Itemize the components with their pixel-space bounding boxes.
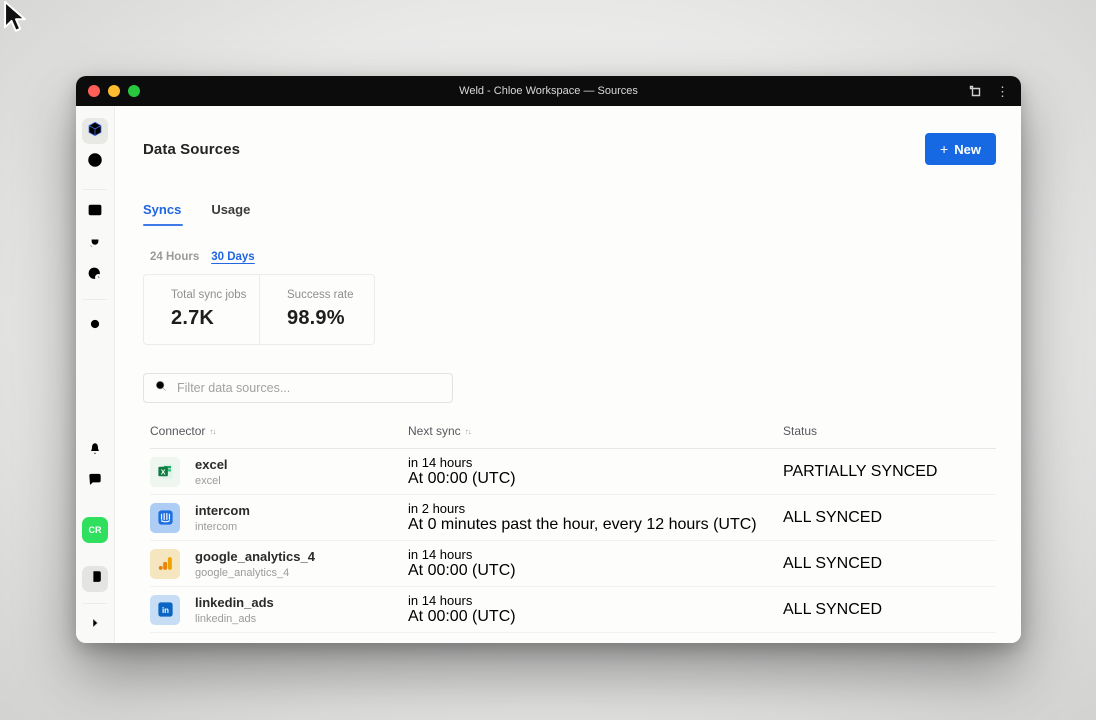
globe-clock-icon xyxy=(86,265,104,288)
google-analytics-icon xyxy=(150,548,180,579)
chat-bubble-icon xyxy=(87,471,104,493)
next-sync-time: in 14 hours xyxy=(408,455,473,470)
next-sync-time: in 2 hours xyxy=(408,501,466,516)
connector-id: google_analytics_4 xyxy=(195,566,290,579)
stat-label: Total sync jobs xyxy=(171,289,247,301)
sidebar-item-workspace-switcher[interactable] xyxy=(82,566,108,592)
close-window-button[interactable] xyxy=(88,85,100,97)
table-row-clipped xyxy=(150,633,996,643)
sidebar-divider xyxy=(83,299,107,300)
mouse-cursor xyxy=(0,0,1096,41)
chevron-right-icon xyxy=(88,616,102,635)
tab-overview-icon[interactable] xyxy=(968,84,982,98)
connector-name: linkedin_ads xyxy=(195,594,274,610)
plus-icon: + xyxy=(940,140,949,157)
terminal-icon xyxy=(86,201,104,224)
sidebar-expand-button[interactable] xyxy=(88,616,102,635)
connector-name: google_analytics_4 xyxy=(195,548,315,564)
sync-stats-card: Total sync jobs 2.7K Success rate 98.9% xyxy=(143,274,375,345)
connector-icon xyxy=(150,633,180,643)
filter-bar xyxy=(143,373,453,403)
connector-name: excel xyxy=(195,456,228,472)
sidebar-item-support-chat[interactable] xyxy=(87,471,104,493)
linkedin-icon: in xyxy=(150,594,180,625)
stat-value: 98.9% xyxy=(287,307,345,329)
app-window: Weld - Chloe Workspace — Sources ⋮ xyxy=(76,76,1021,643)
sidebar-divider xyxy=(83,603,107,604)
minimize-window-button[interactable] xyxy=(108,85,120,97)
stat-success-rate: Success rate 98.9% xyxy=(259,275,374,344)
stat-total-sync-jobs: Total sync jobs 2.7K xyxy=(144,275,259,344)
svg-text:in: in xyxy=(161,606,168,615)
status-badge: PARTIALLY SYNCED xyxy=(783,462,938,480)
excel-icon: X xyxy=(150,456,180,487)
sidebar-item-editor[interactable] xyxy=(86,201,104,224)
table-row[interactable]: in linkedin_ads linkedin_ads in 14 hours… xyxy=(150,587,996,633)
cube-icon xyxy=(86,120,104,143)
sidebar-divider xyxy=(83,189,107,190)
sort-icon: ↑↓ xyxy=(464,426,472,436)
avatar[interactable]: CR xyxy=(82,517,108,543)
status-badge: ALL SYNCED xyxy=(783,600,882,618)
sidebar-item-settings[interactable] xyxy=(86,315,104,338)
sidebar-item-weld-tool[interactable] xyxy=(86,232,104,255)
table-row[interactable]: intercom intercom in 2 hours At 0 minute… xyxy=(150,495,996,541)
gear-icon xyxy=(86,315,104,338)
bell-icon xyxy=(87,439,104,461)
column-connector[interactable]: Connector ↑↓ xyxy=(150,424,216,438)
zoom-window-button[interactable] xyxy=(128,85,140,97)
next-sync-detail: At 00:00 (UTC) xyxy=(408,608,516,625)
next-sync-time: in 14 hours xyxy=(408,547,473,562)
period-toggle: 24 Hours 30 Days xyxy=(143,251,996,263)
stat-value: 2.7K xyxy=(171,307,215,329)
claw-icon xyxy=(86,232,104,255)
period-30-days[interactable]: 30 Days xyxy=(211,251,255,263)
table-row[interactable]: google_analytics_4 google_analytics_4 in… xyxy=(150,541,996,587)
status-badge: ALL SYNCED xyxy=(783,554,882,572)
page-title: Data Sources xyxy=(143,140,241,158)
tabs: Syncs Usage xyxy=(143,202,996,226)
period-24-hours[interactable]: 24 Hours xyxy=(150,251,200,263)
sidebar-item-data-sources[interactable] xyxy=(82,118,108,144)
sort-icon: ↑↓ xyxy=(209,426,216,436)
table-header: Connector ↑↓ Next sync ↑↓ Status xyxy=(150,424,996,449)
table-row[interactable]: X excel excel in 14 hours At 00:00 (UTC) xyxy=(150,449,996,495)
column-next-sync[interactable]: Next sync ↑↓ xyxy=(408,424,472,438)
stat-label: Success rate xyxy=(287,289,354,301)
play-circle-icon xyxy=(86,151,104,174)
traffic-lights xyxy=(88,85,140,97)
kebab-menu-icon[interactable]: ⋮ xyxy=(996,83,1009,99)
connector-id: intercom xyxy=(195,520,238,533)
sidebar-item-transformations[interactable] xyxy=(86,151,104,174)
window-title: Weld - Chloe Workspace — Sources xyxy=(459,85,638,97)
sidebar-item-notifications[interactable] xyxy=(87,439,104,461)
sidebar-item-orchestration[interactable] xyxy=(86,265,104,288)
tab-usage[interactable]: Usage xyxy=(211,202,251,217)
new-source-button[interactable]: + New xyxy=(925,133,996,165)
svg-text:X: X xyxy=(160,469,165,477)
status-badge: ALL SYNCED xyxy=(783,508,882,526)
connector-id: linkedin_ads xyxy=(195,612,257,625)
column-status: Status xyxy=(783,424,818,438)
filter-input[interactable] xyxy=(177,381,442,395)
next-sync-detail: At 0 minutes past the hour, every 12 hou… xyxy=(408,516,757,533)
tab-syncs[interactable]: Syncs xyxy=(143,202,184,226)
next-sync-detail: At 00:00 (UTC) xyxy=(408,562,516,579)
data-sources-table: Connector ↑↓ Next sync ↑↓ Status xyxy=(143,424,996,643)
intercom-icon xyxy=(150,502,180,533)
next-sync-time: in 14 hours xyxy=(408,593,473,608)
connector-name: intercom xyxy=(195,502,250,518)
titlebar: Weld - Chloe Workspace — Sources ⋮ xyxy=(76,76,1021,106)
signin-icon xyxy=(87,568,104,590)
connector-id: excel xyxy=(195,474,221,487)
sidebar: CR xyxy=(76,106,115,643)
search-icon xyxy=(154,379,168,398)
main-content: Data Sources + New Syncs Usage 24 Hours … xyxy=(115,106,1021,643)
next-sync-detail: At 00:00 (UTC) xyxy=(408,470,516,487)
